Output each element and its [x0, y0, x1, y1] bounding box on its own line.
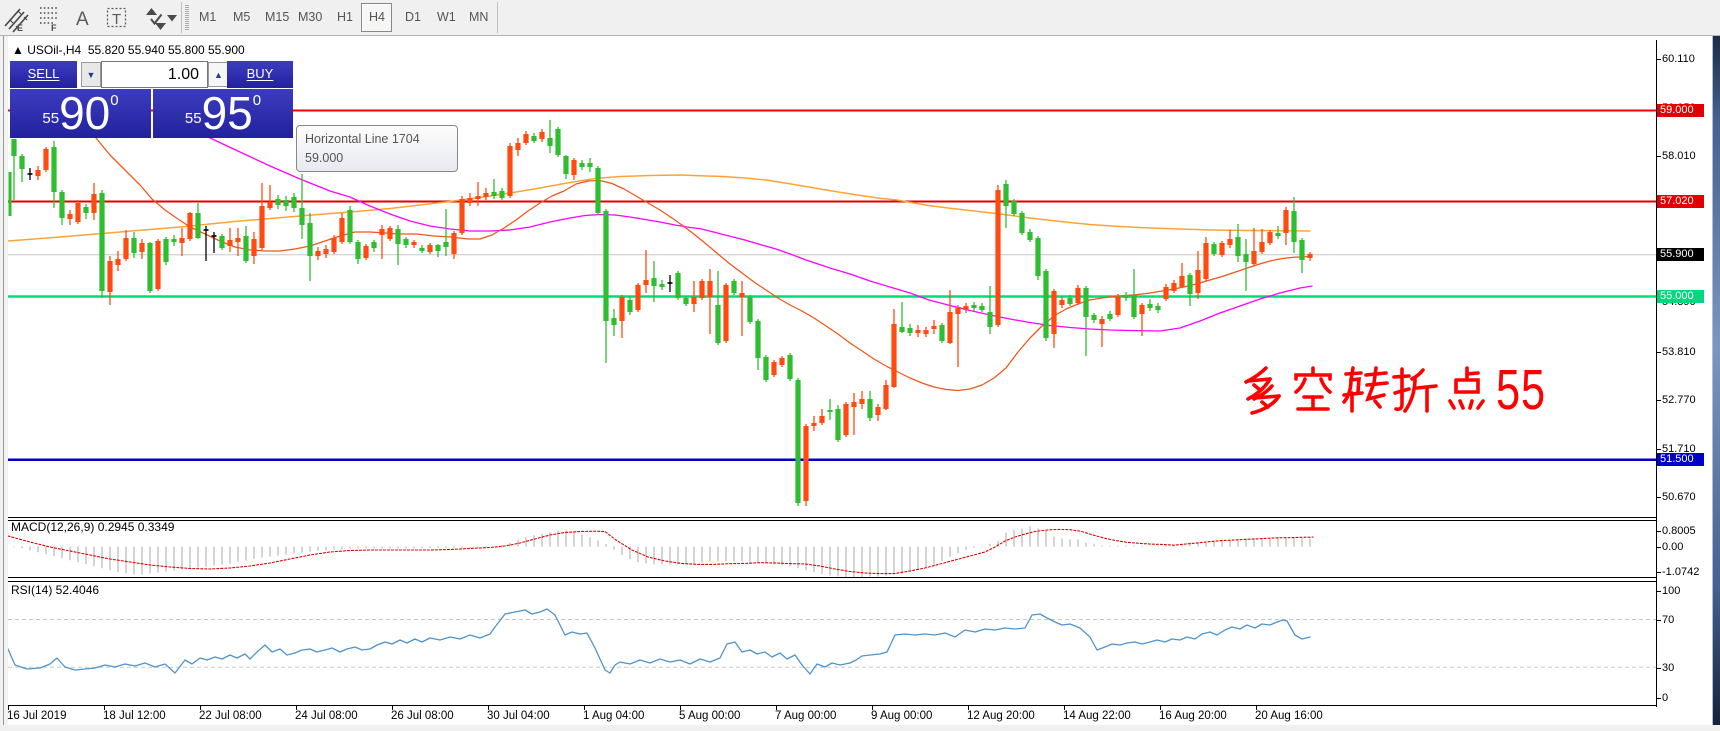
svg-text:5: 5: [1496, 357, 1520, 421]
svg-text:E: E: [17, 23, 23, 33]
svg-text:5: 5: [1521, 357, 1545, 421]
svg-text:T: T: [112, 11, 121, 28]
svg-text:F: F: [51, 23, 57, 33]
svg-text:A: A: [76, 9, 89, 30]
